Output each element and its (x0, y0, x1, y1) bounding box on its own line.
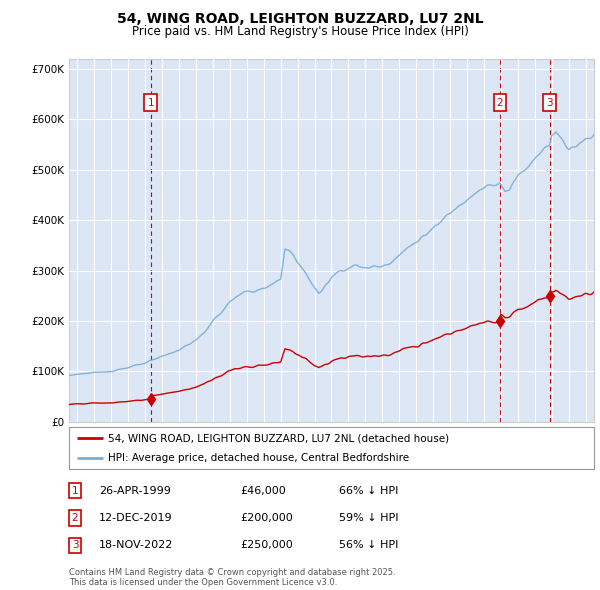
Text: 54, WING ROAD, LEIGHTON BUZZARD, LU7 2NL: 54, WING ROAD, LEIGHTON BUZZARD, LU7 2NL (116, 12, 484, 26)
Text: 18-NOV-2022: 18-NOV-2022 (99, 540, 173, 550)
Text: 1: 1 (71, 486, 79, 496)
Text: 3: 3 (547, 97, 553, 107)
Text: HPI: Average price, detached house, Central Bedfordshire: HPI: Average price, detached house, Cent… (109, 454, 409, 463)
Text: 3: 3 (71, 540, 79, 550)
Text: 12-DEC-2019: 12-DEC-2019 (99, 513, 173, 523)
Text: Contains HM Land Registry data © Crown copyright and database right 2025.
This d: Contains HM Land Registry data © Crown c… (69, 568, 395, 587)
Text: 26-APR-1999: 26-APR-1999 (99, 486, 171, 496)
Text: 56% ↓ HPI: 56% ↓ HPI (339, 540, 398, 550)
Text: 59% ↓ HPI: 59% ↓ HPI (339, 513, 398, 523)
Text: 2: 2 (71, 513, 79, 523)
Text: 54, WING ROAD, LEIGHTON BUZZARD, LU7 2NL (detached house): 54, WING ROAD, LEIGHTON BUZZARD, LU7 2NL… (109, 434, 449, 444)
Text: 66% ↓ HPI: 66% ↓ HPI (339, 486, 398, 496)
Text: £200,000: £200,000 (240, 513, 293, 523)
Text: £250,000: £250,000 (240, 540, 293, 550)
Text: 1: 1 (148, 97, 154, 107)
Text: £46,000: £46,000 (240, 486, 286, 496)
Text: 2: 2 (497, 97, 503, 107)
Text: Price paid vs. HM Land Registry's House Price Index (HPI): Price paid vs. HM Land Registry's House … (131, 25, 469, 38)
